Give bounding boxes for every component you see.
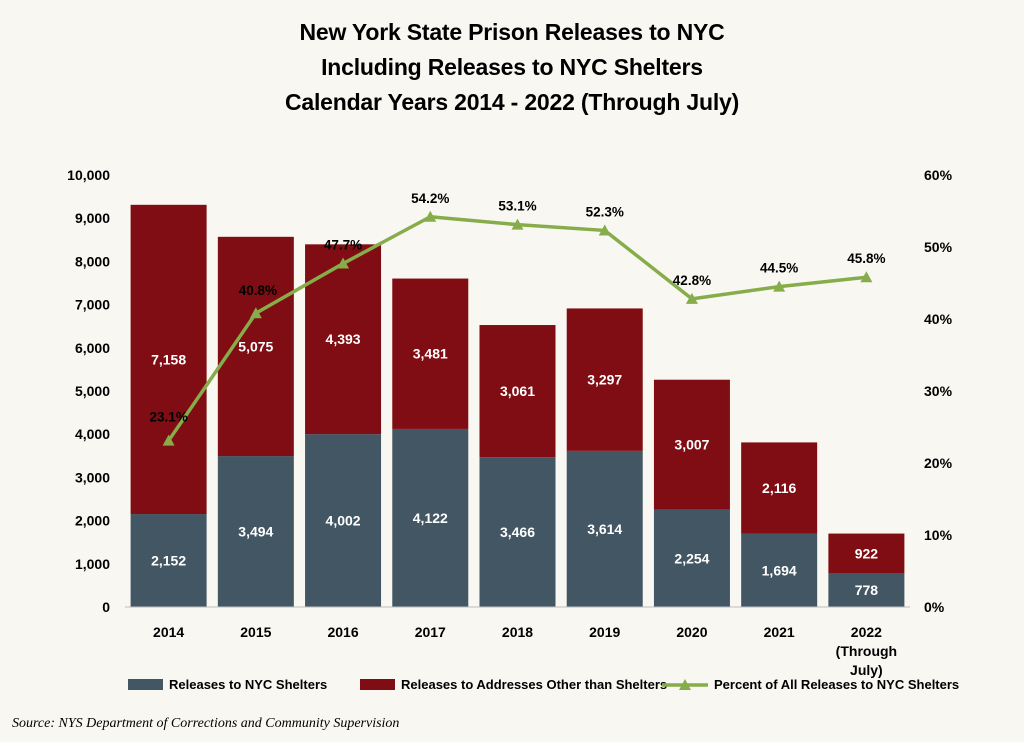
bar-other <box>392 278 469 429</box>
percent-label: 40.8% <box>239 283 277 298</box>
x-tick-label: 2020 <box>676 624 707 640</box>
bar-other-label: 3,481 <box>413 346 448 362</box>
y-tick-label: 7,000 <box>75 297 110 313</box>
x-tick-label: 2017 <box>415 624 446 640</box>
percent-marker <box>773 280 786 292</box>
bar-shelters <box>217 456 294 607</box>
x-tick-label: 2016 <box>327 624 358 640</box>
legend-label-other: Releases to Addresses Other than Shelter… <box>401 677 667 692</box>
percent-label: 53.1% <box>498 199 536 214</box>
legend-label-percent: Percent of All Releases to NYC Shelters <box>714 677 959 692</box>
bar-other-label: 5,075 <box>238 338 273 354</box>
bar-other <box>130 204 207 515</box>
y2-tick-label: 40% <box>924 311 953 327</box>
bar-shelters <box>566 450 643 607</box>
percent-marker <box>162 434 175 446</box>
y-tick-label: 8,000 <box>75 253 110 269</box>
y-tick-label: 0 <box>102 599 110 615</box>
legend-marker-percent <box>679 679 691 690</box>
y2-tick-label: 0% <box>924 599 945 615</box>
bar-shelters-label: 2,254 <box>674 550 709 566</box>
x-tick-label: 2014 <box>153 624 184 640</box>
percent-marker <box>860 271 873 283</box>
percent-marker <box>249 307 262 319</box>
bar-shelters <box>479 457 556 607</box>
bar-other <box>741 442 818 534</box>
percent-marker <box>511 218 524 230</box>
bar-shelters-label: 4,002 <box>326 513 361 529</box>
percent-label: 52.3% <box>586 204 624 219</box>
bar-shelters <box>741 533 818 607</box>
bar-other-label: 7,158 <box>151 351 186 367</box>
x-tick-label: 2022 <box>851 624 882 640</box>
legend-label-shelters: Releases to NYC Shelters <box>169 677 327 692</box>
chart-title-line-2: Including Releases to NYC Shelters <box>321 54 703 80</box>
x-tick-label: 2021 <box>764 624 795 640</box>
bar-shelters-label: 3,614 <box>587 521 622 537</box>
x-tick-label: 2018 <box>502 624 533 640</box>
y2-tick-label: 50% <box>924 239 953 255</box>
bar-other-label: 3,007 <box>674 437 709 453</box>
y2-tick-label: 20% <box>924 455 953 471</box>
y-tick-label: 3,000 <box>75 469 110 485</box>
y2-tick-label: 30% <box>924 383 953 399</box>
bar-shelters-label: 3,494 <box>238 524 273 540</box>
bar-other <box>305 244 382 435</box>
bar-shelters-label: 778 <box>855 582 879 598</box>
y-tick-label: 9,000 <box>75 210 110 226</box>
legend-swatch-shelters <box>128 679 163 690</box>
bar-shelters-label: 1,694 <box>762 562 797 578</box>
bar-shelters <box>305 434 382 607</box>
bar-shelters-label: 4,122 <box>413 510 448 526</box>
percent-label: 47.7% <box>324 238 362 253</box>
bar-shelters <box>653 509 730 607</box>
bar-other <box>828 533 905 574</box>
x-tick-label: 2019 <box>589 624 620 640</box>
bar-shelters-label: 2,152 <box>151 553 186 569</box>
bar-other <box>217 236 294 457</box>
bar-shelters <box>130 514 207 607</box>
x-tick-label: 2015 <box>240 624 271 640</box>
bar-other-label: 4,393 <box>326 331 361 347</box>
percent-marker <box>337 257 350 269</box>
y-tick-label: 10,000 <box>67 167 110 183</box>
bar-other-label: 922 <box>855 545 879 561</box>
y2-tick-label: 10% <box>924 527 953 543</box>
y-tick-label: 4,000 <box>75 426 110 442</box>
bar-other <box>653 379 730 510</box>
x-tick-sublabel: July) <box>850 662 883 678</box>
y-tick-label: 2,000 <box>75 513 110 529</box>
legend-swatch-other <box>360 679 395 690</box>
percent-label: 45.8% <box>847 251 885 266</box>
y-tick-label: 1,000 <box>75 556 110 572</box>
bar-other-label: 3,297 <box>587 372 622 388</box>
bar-other-label: 3,061 <box>500 383 535 399</box>
bar-shelters-label: 3,466 <box>500 524 535 540</box>
y2-tick-label: 60% <box>924 167 953 183</box>
source-note: Source: NYS Department of Corrections an… <box>12 716 400 731</box>
y-tick-label: 6,000 <box>75 340 110 356</box>
bar-other-label: 2,116 <box>762 480 796 496</box>
x-tick-sublabel: (Through <box>836 643 897 659</box>
percent-label: 44.5% <box>760 261 798 276</box>
chart-title-line-3: Calendar Years 2014 - 2022 (Through July… <box>284 89 740 115</box>
bar-other <box>566 308 643 451</box>
percent-label: 42.8% <box>673 273 711 288</box>
percent-marker <box>424 210 437 222</box>
bar-other <box>479 325 556 458</box>
percent-label: 23.1% <box>149 410 187 425</box>
percent-marker <box>598 224 611 236</box>
bar-shelters <box>392 428 469 607</box>
percent-label: 54.2% <box>411 191 449 206</box>
chart-title-line-1: New York State Prison Releases to NYC <box>299 19 725 45</box>
y-tick-label: 5,000 <box>75 383 110 399</box>
bar-shelters <box>828 573 905 607</box>
percent-marker <box>685 292 698 304</box>
